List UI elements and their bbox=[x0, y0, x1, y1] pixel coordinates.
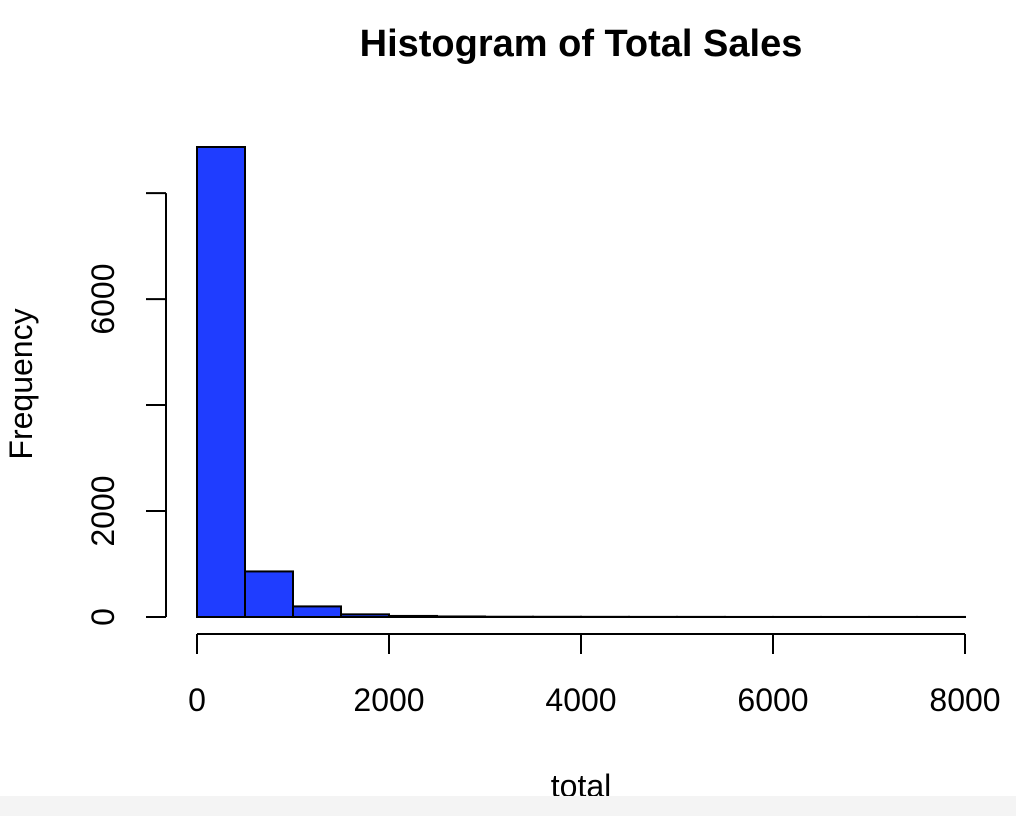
chart-title: Histogram of Total Sales bbox=[360, 23, 803, 65]
histogram-bar bbox=[436, 615, 486, 619]
x-tick-label: 8000 bbox=[929, 682, 1000, 718]
x-axis: 0 2000 4000 6000 8000 bbox=[188, 633, 1001, 718]
x-tick-label: 6000 bbox=[737, 682, 808, 718]
x-tick-label: 4000 bbox=[545, 682, 616, 718]
x-tick-label: 0 bbox=[188, 682, 206, 718]
y-axis: 0 2000 6000 bbox=[85, 192, 167, 626]
y-axis-label: Frequency bbox=[3, 308, 39, 459]
histogram-bar bbox=[196, 146, 246, 618]
histogram-bar bbox=[244, 570, 294, 618]
bottom-band bbox=[0, 796, 1016, 816]
histogram-bar bbox=[292, 605, 342, 618]
y-tick-label: 2000 bbox=[85, 475, 121, 546]
y-tick-label: 6000 bbox=[85, 263, 121, 334]
histogram-bar bbox=[388, 614, 438, 618]
y-tick-label: 0 bbox=[85, 608, 121, 626]
histogram-bar bbox=[340, 613, 390, 619]
bars-group bbox=[196, 146, 966, 619]
x-tick-label: 2000 bbox=[353, 682, 424, 718]
